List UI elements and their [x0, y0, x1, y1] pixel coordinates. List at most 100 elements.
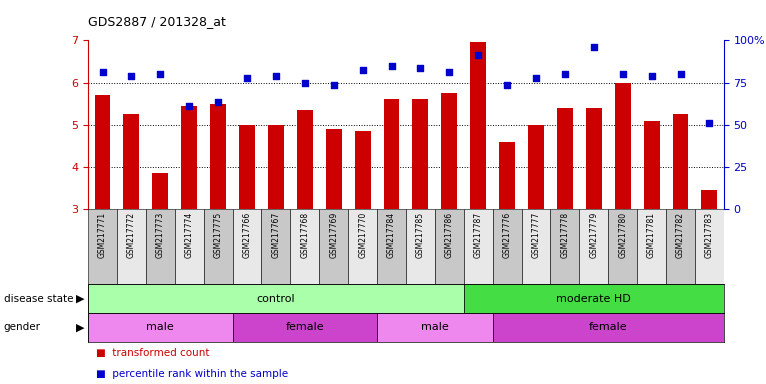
Text: female: female [286, 322, 324, 333]
Text: gender: gender [4, 322, 41, 333]
Text: GSM217766: GSM217766 [243, 212, 251, 258]
Point [444, 69, 456, 75]
Text: GSM217772: GSM217772 [127, 212, 136, 258]
Point [212, 98, 224, 104]
Text: GSM217781: GSM217781 [647, 212, 656, 258]
Bar [297, 110, 313, 209]
Bar [182, 106, 197, 209]
Bar [233, 313, 377, 342]
Text: GSM217785: GSM217785 [416, 212, 425, 258]
Bar [204, 209, 233, 284]
Bar [88, 209, 117, 284]
Text: disease state: disease state [4, 293, 74, 304]
Point [530, 75, 542, 81]
Bar [290, 209, 319, 284]
Text: GSM217774: GSM217774 [185, 212, 194, 258]
Text: GSM217782: GSM217782 [676, 212, 685, 258]
Text: GSM217784: GSM217784 [387, 212, 396, 258]
Text: GSM217783: GSM217783 [705, 212, 714, 258]
Bar [702, 190, 718, 209]
Text: GSM217779: GSM217779 [589, 212, 598, 258]
Point [97, 69, 109, 75]
Text: GSM217778: GSM217778 [561, 212, 569, 258]
Text: GSM217786: GSM217786 [445, 212, 453, 258]
Text: GSM217775: GSM217775 [214, 212, 223, 258]
Bar [412, 99, 428, 209]
Point [126, 73, 138, 79]
Bar [463, 209, 493, 284]
Bar [441, 93, 457, 209]
Text: GSM217777: GSM217777 [532, 212, 541, 258]
Bar [233, 209, 261, 284]
Point [299, 79, 311, 86]
Point [558, 71, 571, 77]
Bar [493, 313, 724, 342]
Bar [695, 209, 724, 284]
Bar [384, 99, 400, 209]
Text: ■  transformed count: ■ transformed count [96, 348, 209, 358]
Bar [146, 209, 175, 284]
Text: GSM217776: GSM217776 [502, 212, 512, 258]
Text: male: male [146, 322, 174, 333]
Bar [152, 174, 169, 209]
Bar [673, 114, 689, 209]
Point [183, 103, 195, 109]
Bar [435, 209, 463, 284]
Point [617, 71, 629, 77]
Text: moderate HD: moderate HD [556, 293, 631, 304]
Bar [643, 121, 660, 209]
Bar [210, 104, 226, 209]
Bar [557, 108, 573, 209]
Bar [175, 209, 204, 284]
Text: GSM217767: GSM217767 [271, 212, 280, 258]
Bar [319, 209, 349, 284]
Bar [463, 284, 724, 313]
Point [646, 73, 658, 79]
Point [328, 82, 340, 88]
Bar [349, 209, 377, 284]
Text: male: male [421, 322, 449, 333]
Point [270, 73, 282, 79]
Text: GSM217787: GSM217787 [473, 212, 483, 258]
Text: GSM217780: GSM217780 [618, 212, 627, 258]
Bar [608, 209, 637, 284]
Point [703, 120, 715, 126]
Bar [470, 43, 486, 209]
Bar [268, 125, 284, 209]
Text: GSM217770: GSM217770 [358, 212, 367, 258]
Bar [261, 209, 290, 284]
Text: GDS2887 / 201328_at: GDS2887 / 201328_at [88, 15, 226, 28]
Bar [551, 209, 579, 284]
Point [356, 67, 368, 73]
Point [472, 52, 484, 58]
Text: GSM217771: GSM217771 [98, 212, 107, 258]
Bar [123, 114, 139, 209]
Text: ▶: ▶ [76, 293, 84, 304]
Bar [88, 313, 233, 342]
Bar [666, 209, 695, 284]
Point [385, 63, 398, 69]
Bar [326, 129, 342, 209]
Bar [499, 142, 515, 209]
Point [414, 65, 427, 71]
Text: GSM217773: GSM217773 [155, 212, 165, 258]
Bar [522, 209, 551, 284]
Text: GSM217769: GSM217769 [329, 212, 339, 258]
Bar [493, 209, 522, 284]
Text: ▶: ▶ [76, 322, 84, 333]
Bar [117, 209, 146, 284]
Bar [377, 209, 406, 284]
Bar [239, 125, 255, 209]
Bar [615, 83, 630, 209]
Point [501, 82, 513, 88]
Bar [586, 108, 602, 209]
Point [674, 71, 686, 77]
Point [588, 44, 600, 50]
Bar [579, 209, 608, 284]
Bar [377, 313, 493, 342]
Bar [94, 95, 110, 209]
Bar [637, 209, 666, 284]
Text: ■  percentile rank within the sample: ■ percentile rank within the sample [96, 369, 288, 379]
Text: female: female [589, 322, 627, 333]
Point [154, 71, 166, 77]
